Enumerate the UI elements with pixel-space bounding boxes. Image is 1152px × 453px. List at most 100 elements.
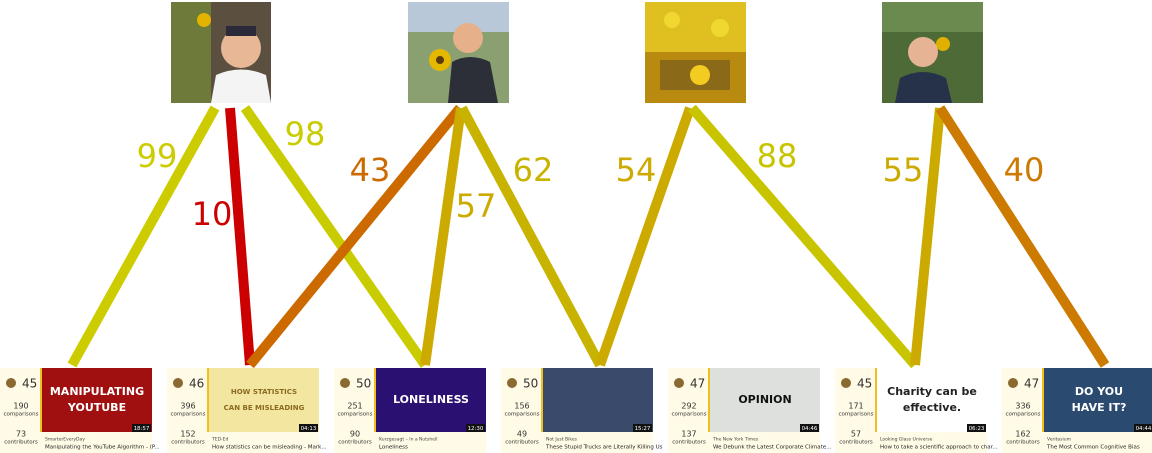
edge: [910, 107, 945, 366]
divider: [541, 368, 543, 432]
title: We Debunk the Latest Corporate Climate..…: [713, 445, 832, 451]
divider: [875, 368, 877, 432]
duration-bg: [800, 424, 819, 432]
title: The Most Common Cognitive Bias: [1046, 445, 1140, 451]
score-icon: [1008, 378, 1018, 388]
comparisons-label: comparisons: [1006, 412, 1041, 418]
divider: [1042, 368, 1044, 432]
thumbnail-text: LONELINESS: [393, 393, 469, 406]
channel: Veritasium: [1047, 437, 1071, 443]
edge-label: 99: [137, 137, 178, 175]
comparisons-label: comparisons: [839, 412, 874, 418]
contributors: 162: [1015, 430, 1030, 439]
comparisons-label: comparisons: [505, 412, 540, 418]
contributors: 90: [350, 430, 360, 439]
contributors: 152: [180, 430, 195, 439]
edge: [595, 106, 695, 367]
contributors-label: contributors: [171, 440, 205, 446]
score: 47: [690, 377, 705, 391]
duration-bg: [466, 424, 485, 432]
title: How statistics can be misleading - Mark.…: [212, 445, 327, 451]
thumbnail-text: HOW STATISTICS: [231, 388, 297, 396]
contributors-label: contributors: [672, 440, 706, 446]
thumbnail: [42, 368, 152, 432]
title: Loneliness: [379, 445, 408, 451]
thumbnail: [877, 368, 987, 432]
duration-bg: [1134, 424, 1152, 432]
comparisons: 156: [514, 402, 529, 411]
profile-photos: [171, 2, 983, 103]
edge-label: 98: [285, 115, 326, 153]
duration: 04:44: [1136, 426, 1152, 432]
photo: [645, 2, 746, 103]
contributors: 57: [851, 430, 861, 439]
edge-label: 55: [883, 151, 924, 189]
contributors-label: contributors: [505, 440, 539, 446]
duration: 15:27: [635, 426, 651, 432]
channel: Not Just Bikes: [546, 437, 578, 443]
edge: [688, 104, 919, 369]
score-icon: [841, 378, 851, 388]
channel: The New York Times: [712, 437, 759, 443]
comparisons: 190: [13, 402, 28, 411]
photo: [408, 2, 509, 103]
score-icon: [6, 378, 16, 388]
edge: [420, 107, 466, 366]
score: 50: [523, 377, 538, 391]
thumbnail-text: OPINION: [738, 393, 791, 406]
comparisons: 171: [848, 402, 863, 411]
edge-label: 88: [757, 137, 798, 175]
video-cards: 45190comparisons73contributorsMANIPULATI…: [0, 368, 1152, 453]
score-icon: [340, 378, 350, 388]
duration: 04:46: [802, 426, 818, 432]
comparisons-label: comparisons: [672, 412, 707, 418]
comparisons-label: comparisons: [338, 412, 373, 418]
photo: [882, 2, 983, 103]
score-icon: [173, 378, 183, 388]
title: How to take a scientific approach to cha…: [880, 445, 998, 451]
thumbnail: [543, 368, 653, 432]
duration: 12:30: [468, 426, 484, 432]
photo: [171, 2, 271, 103]
channel: Kurzgesagt – In a Nutshell: [379, 437, 438, 443]
comparisons-label: comparisons: [171, 412, 206, 418]
edges: 99 10 98 43 57 62 54 88 55 40: [67, 104, 1110, 369]
contributors-label: contributors: [839, 440, 873, 446]
divider: [40, 368, 42, 432]
contributors-label: contributors: [1006, 440, 1040, 446]
contributors: 49: [517, 430, 527, 439]
edge-label: 57: [456, 187, 497, 225]
score-icon: [674, 378, 684, 388]
thumbnail-text: YOUTUBE: [67, 401, 126, 414]
edge: [935, 105, 1110, 368]
edge-label: 62: [513, 151, 554, 189]
title: These Stupid Trucks are Literally Killin…: [545, 445, 663, 451]
score: 45: [22, 377, 37, 391]
duration: 06:23: [969, 426, 985, 432]
edge-label: 43: [350, 151, 391, 189]
score-icon: [507, 378, 517, 388]
thumbnail: [710, 368, 820, 432]
score: 50: [356, 377, 371, 391]
comparisons: 292: [681, 402, 696, 411]
thumbnail-text: HAVE IT?: [1072, 401, 1127, 414]
divider: [207, 368, 209, 432]
edge: [246, 104, 464, 369]
duration-bg: [633, 424, 652, 432]
contributors: 137: [681, 430, 696, 439]
thumbnail-text: CAN BE MISLEADING: [224, 404, 305, 412]
contributors-label: contributors: [338, 440, 372, 446]
divider: [708, 368, 710, 432]
channel: TED-Ed: [211, 437, 229, 443]
edge: [67, 105, 220, 368]
contributors: 73: [16, 430, 26, 439]
comparisons: 336: [1015, 402, 1030, 411]
thumbnail: [1044, 368, 1152, 432]
title: Manipulating the YouTube Algorithm - (P.…: [45, 445, 160, 451]
score: 46: [189, 377, 204, 391]
thumbnail-text: DO YOU: [1075, 385, 1123, 398]
